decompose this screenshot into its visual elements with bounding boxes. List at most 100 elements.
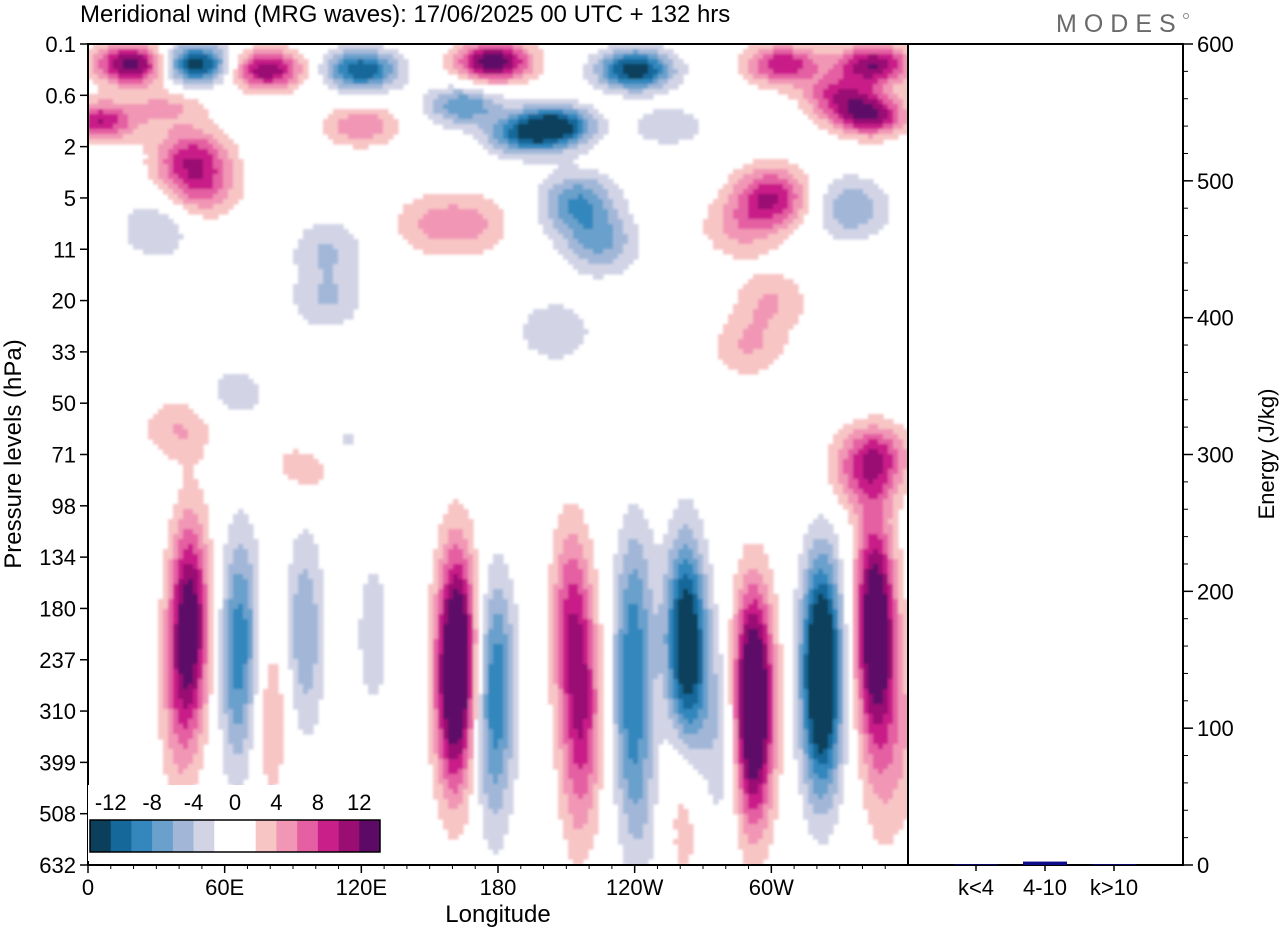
contour-cell xyxy=(558,519,584,525)
contour-cell xyxy=(668,679,674,685)
contour-cell xyxy=(148,154,159,160)
contour-cell xyxy=(468,694,474,700)
contour-cell xyxy=(503,624,514,630)
contour-cell xyxy=(483,824,509,830)
contour-cell xyxy=(623,769,644,775)
contour-cell xyxy=(643,659,649,665)
contour-cell xyxy=(548,639,554,645)
contour-cell xyxy=(803,604,809,610)
contour-cell xyxy=(893,699,899,705)
contour-cell xyxy=(223,564,229,570)
contour-cell xyxy=(168,194,179,200)
contour-cell xyxy=(433,704,439,710)
contour-cell xyxy=(643,579,649,585)
contour-cell xyxy=(803,199,809,205)
contour-cell xyxy=(568,684,589,690)
contour-cell xyxy=(433,619,439,625)
contour-cell xyxy=(428,644,434,650)
contour-cell xyxy=(763,799,769,805)
contour-cell xyxy=(693,594,699,600)
contour-cell xyxy=(448,749,464,755)
contour-cell xyxy=(858,739,864,745)
contour-cell xyxy=(678,574,684,580)
contour-cell xyxy=(863,744,869,750)
contour-cell xyxy=(718,694,724,700)
contour-cell xyxy=(863,454,884,460)
contour-cell xyxy=(613,629,619,635)
contour-cell xyxy=(568,854,589,860)
contour-cell xyxy=(623,219,634,225)
contour-cell xyxy=(463,579,469,585)
contour-cell xyxy=(733,749,739,755)
contour-cell xyxy=(428,604,434,610)
contour-cell xyxy=(773,614,779,620)
contour-cell xyxy=(713,649,719,655)
contour-cell xyxy=(733,614,739,620)
contour-cell xyxy=(253,569,259,575)
contour-cell xyxy=(618,689,624,695)
contour-cell xyxy=(493,99,579,105)
contour-cell xyxy=(538,349,574,355)
contour-cell xyxy=(658,609,669,615)
contour-cell xyxy=(583,629,589,635)
contour-cell xyxy=(558,569,564,575)
contour-cell xyxy=(668,594,674,600)
contour-cell xyxy=(258,64,279,70)
contour-cell xyxy=(778,744,784,750)
contour-cell xyxy=(198,679,204,685)
contour-cell xyxy=(293,694,324,700)
contour-cell xyxy=(153,59,159,65)
contour-cell xyxy=(643,794,649,800)
contour-cell xyxy=(158,714,169,720)
contour-cell xyxy=(593,639,599,645)
contour-cell xyxy=(838,449,849,455)
contour-cell xyxy=(218,654,224,660)
contour-cell xyxy=(448,99,484,105)
contour-cell xyxy=(508,699,514,705)
contour-cell xyxy=(428,749,434,755)
contour-cell xyxy=(123,134,169,140)
contour-cell xyxy=(868,714,874,720)
contour-cell xyxy=(583,599,589,605)
contour-cell xyxy=(628,784,644,790)
contour-cell xyxy=(678,659,699,665)
contour-cell xyxy=(298,279,324,285)
contour-cell xyxy=(223,734,229,740)
contour-cell xyxy=(743,794,749,800)
contour-cell xyxy=(253,684,259,690)
contour-cell xyxy=(463,744,469,750)
contour-cell xyxy=(438,539,449,545)
contour-cell xyxy=(518,114,529,120)
contour-cell xyxy=(503,134,509,140)
contour-cell xyxy=(428,724,434,730)
contour-cell xyxy=(768,819,774,825)
contour-cell xyxy=(108,54,119,60)
contour-cell xyxy=(233,679,244,685)
contour-cell xyxy=(903,639,908,645)
contour-cell xyxy=(248,639,254,645)
contour-cell xyxy=(793,694,799,700)
contour-cell xyxy=(868,219,889,225)
contour-cell xyxy=(663,689,669,695)
contour-cell xyxy=(638,799,649,805)
contour-cell xyxy=(253,669,259,675)
contour-cell xyxy=(88,129,119,135)
contour-cell xyxy=(228,729,249,735)
contour-cell xyxy=(548,614,554,620)
contour-cell xyxy=(768,624,774,630)
contour-cell xyxy=(363,664,384,670)
contour-cell xyxy=(853,559,859,565)
contour-cell xyxy=(483,829,509,835)
contour-cell xyxy=(863,669,869,675)
contour-cell xyxy=(733,784,739,790)
contour-cell xyxy=(168,714,174,720)
contour-cell xyxy=(198,734,209,740)
contour-cell xyxy=(743,789,749,795)
contour-cell xyxy=(768,649,774,655)
contour-cell xyxy=(563,234,574,240)
contour-cell xyxy=(433,769,439,775)
contour-cell xyxy=(548,584,554,590)
contour-cell xyxy=(768,724,774,730)
contour-cell xyxy=(703,559,709,565)
contour-cell xyxy=(178,604,199,610)
